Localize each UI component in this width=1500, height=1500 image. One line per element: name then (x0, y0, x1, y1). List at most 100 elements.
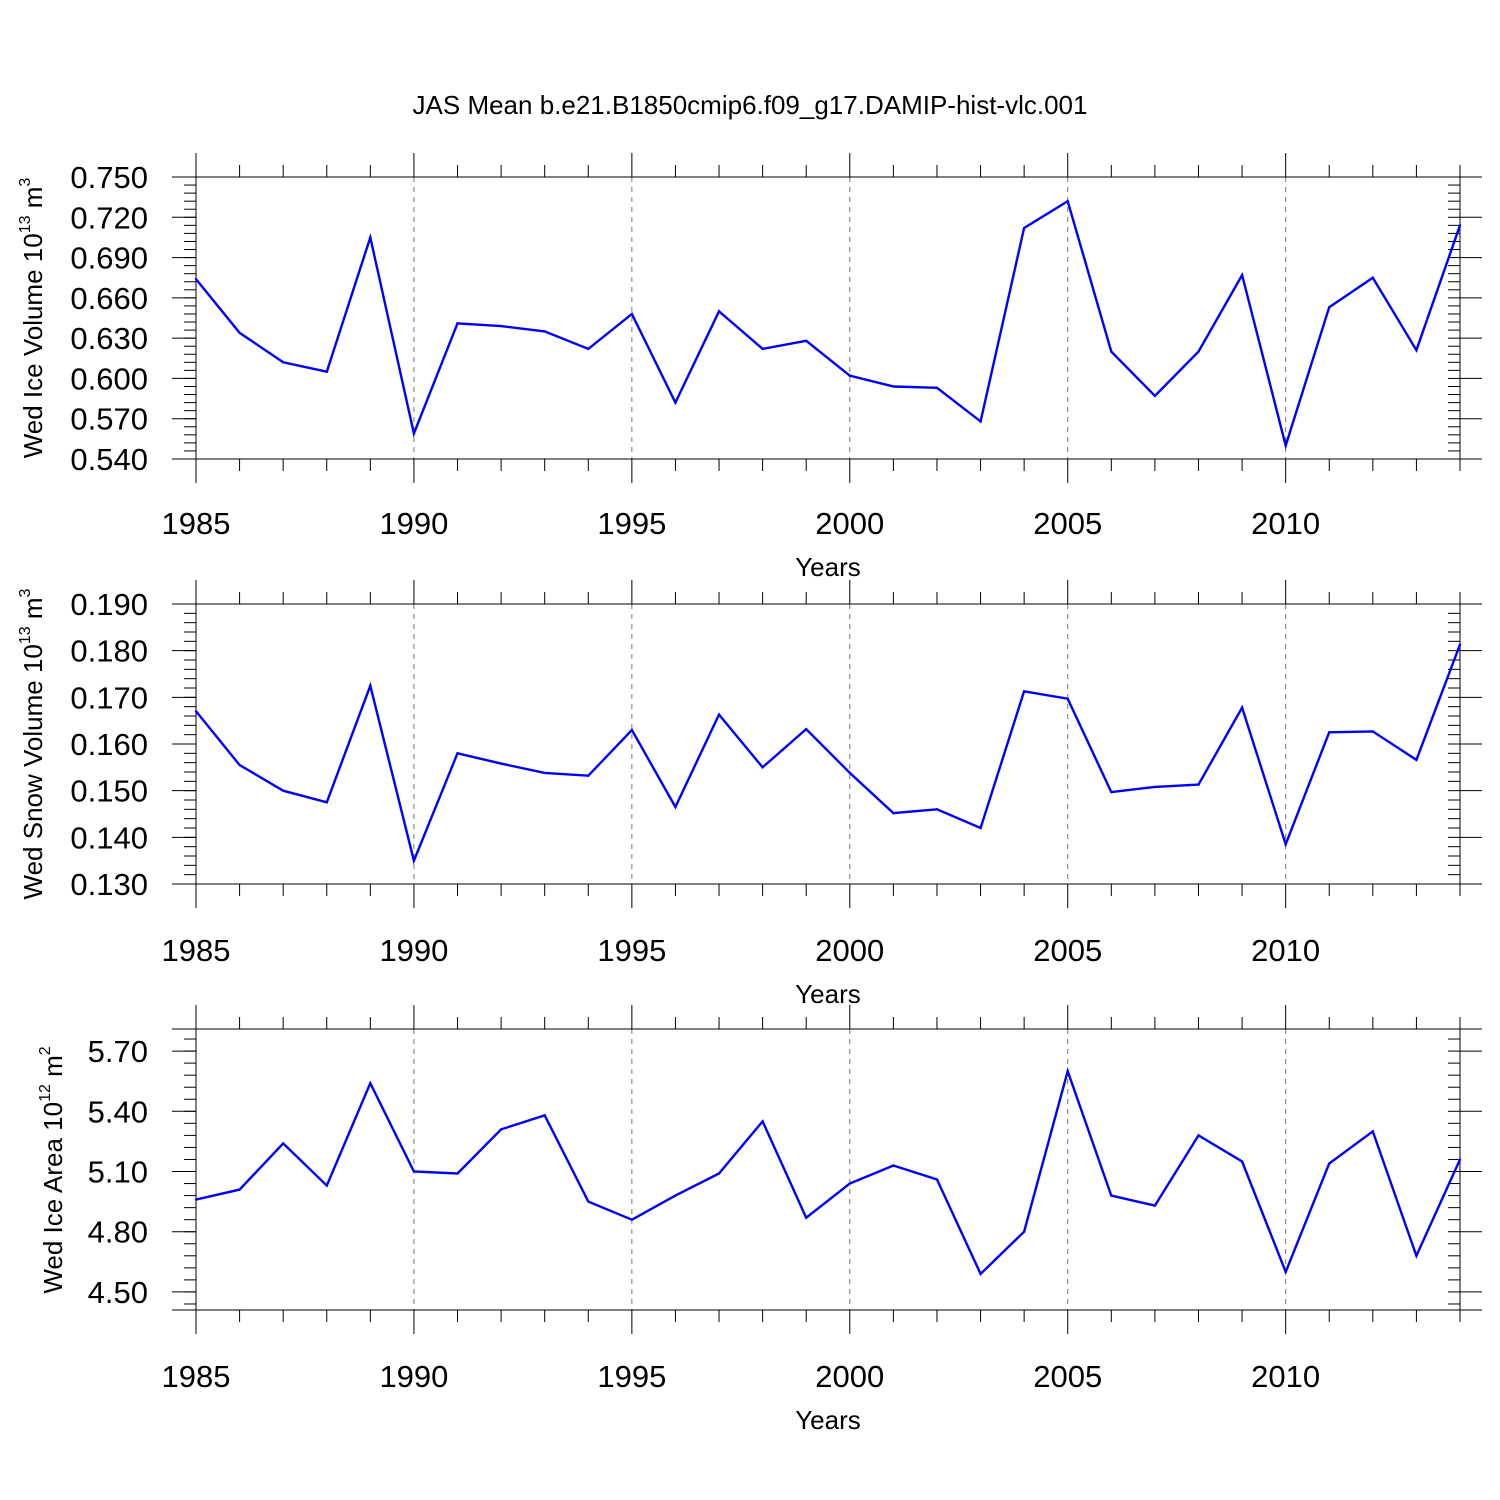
y-tick-label: 0.630 (70, 321, 148, 356)
x-tick-label: 1990 (379, 506, 448, 541)
data-point-1987 (281, 789, 285, 792)
x-tick-label: 2005 (1033, 506, 1102, 541)
data-point-1993 (543, 771, 546, 775)
y-tick-label: 0.600 (70, 361, 148, 396)
x-axis-title: Years (795, 552, 861, 582)
y-tick-label: 0.190 (70, 587, 148, 622)
data-point-2001 (892, 811, 895, 815)
data-point-2007 (1153, 785, 1157, 789)
data-point-1985 (194, 1198, 198, 1201)
chart-title: JAS Mean b.e21.B1850cmip6.f09_g17.DAMIP-… (413, 90, 1088, 120)
data-point-1990 (412, 1170, 416, 1173)
y-tick-label: 0.150 (70, 774, 148, 809)
y-axis-title: Wed Ice Volume 1013 m3 (17, 178, 48, 459)
data-point-2002 (935, 386, 939, 390)
data-point-1998 (761, 1120, 764, 1123)
data-point-2012 (1371, 730, 1375, 733)
y-tick-label: 0.140 (70, 820, 148, 855)
data-point-2013 (1415, 758, 1418, 762)
data-point-2004 (1022, 690, 1026, 693)
data-point-1999 (805, 727, 808, 731)
y-tick-label: 0.720 (70, 200, 148, 235)
data-point-1990 (412, 859, 416, 862)
data-point-2000 (848, 771, 851, 775)
data-point-1986 (238, 763, 241, 767)
y-tick-label: 0.170 (70, 680, 148, 715)
data-point-1996 (674, 401, 677, 404)
data-point-1988 (325, 370, 328, 373)
y-axis-title: Wed Ice Area 1012 m2 (37, 1046, 68, 1293)
y-tick-label: 4.80 (88, 1215, 148, 1250)
data-point-1985 (194, 277, 198, 281)
data-point-2010 (1284, 843, 1287, 846)
data-point-1990 (412, 432, 416, 435)
y-tick-label: 5.70 (88, 1034, 148, 1069)
data-point-2014 (1458, 224, 1462, 227)
data-point-2012 (1371, 1130, 1375, 1133)
panel-3: 5.70 5.40 5.10 4.80 4.50 1985 1990 1995 2000 2005… (37, 1005, 1482, 1435)
data-point-2013 (1415, 349, 1418, 352)
data-point-2005 (1066, 1069, 1069, 1073)
y-tick-label: 4.50 (88, 1275, 148, 1310)
data-point-1993 (543, 1114, 546, 1117)
data-point-1996 (674, 805, 677, 809)
data-point-2003 (979, 1272, 982, 1276)
data-point-2010 (1284, 1270, 1287, 1274)
series-line-wed-ice-area (195, 1067, 1462, 1276)
data-point-2008 (1197, 350, 1200, 353)
data-point-2001 (892, 1164, 895, 1167)
data-point-1993 (543, 330, 546, 333)
x-tick-label: 1985 (162, 506, 231, 541)
data-point-2009 (1240, 1160, 1244, 1163)
data-point-2011 (1328, 306, 1331, 309)
x-tick-label: 2005 (1033, 933, 1102, 968)
x-tick-label: 2000 (815, 506, 884, 541)
data-point-2008 (1197, 1134, 1200, 1137)
x-tick-label: 1995 (597, 1359, 666, 1394)
data-point-2011 (1328, 731, 1331, 734)
data-point-2006 (1110, 350, 1113, 353)
data-point-2003 (979, 420, 982, 423)
data-point-1988 (325, 801, 328, 804)
data-point-2014 (1458, 643, 1462, 646)
x-tick-label: 2000 (815, 933, 884, 968)
data-point-1992 (499, 1128, 503, 1131)
x-tick-label: 1990 (379, 933, 448, 968)
data-point-2007 (1153, 394, 1157, 398)
y-tick-label: 0.540 (70, 442, 148, 477)
data-point-2008 (1197, 783, 1200, 786)
data-point-2002 (935, 1178, 939, 1181)
data-point-2003 (979, 826, 982, 830)
x-tick-label: 1985 (162, 933, 231, 968)
y-tick-label: 0.130 (70, 867, 148, 902)
series-line-wed-snow-volume (195, 644, 1462, 865)
data-point-1994 (587, 774, 590, 777)
data-point-2005 (1066, 199, 1069, 203)
data-point-1999 (805, 1216, 808, 1219)
data-point-1987 (281, 1142, 285, 1145)
y-tick-label: 5.10 (88, 1155, 148, 1190)
x-tick-label: 2005 (1033, 1359, 1102, 1394)
data-point-2009 (1240, 706, 1244, 709)
data-point-1995 (630, 312, 634, 316)
x-tick-label: 2010 (1251, 506, 1320, 541)
data-point-1997 (717, 713, 721, 716)
y-tick-label: 0.160 (70, 727, 148, 762)
x-tick-label: 1995 (597, 933, 666, 968)
x-tick-label: 1995 (597, 506, 666, 541)
data-point-1992 (499, 762, 503, 765)
y-tick-label: 0.570 (70, 402, 148, 437)
data-point-1998 (761, 347, 764, 351)
x-tick-label: 2010 (1251, 933, 1320, 968)
data-point-1997 (717, 310, 721, 313)
data-point-2002 (935, 808, 939, 811)
data-point-1989 (369, 236, 372, 239)
data-point-1995 (630, 1218, 634, 1221)
data-point-2011 (1328, 1162, 1331, 1165)
data-point-2013 (1415, 1254, 1418, 1258)
panel-1: 0.750 0.720 0.690 0.660 0.630 0.600 0.570 0.540… (17, 153, 1482, 582)
y-axis-title: Wed Snow Volume 1013 m3 (17, 588, 48, 899)
x-tick-label: 1990 (379, 1359, 448, 1394)
data-point-1991 (456, 752, 459, 755)
